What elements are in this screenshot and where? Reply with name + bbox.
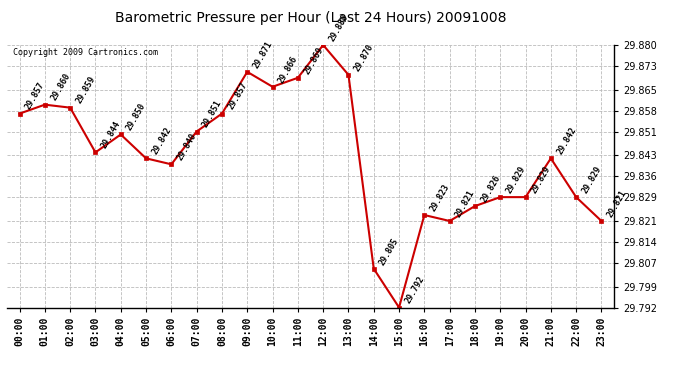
Text: 29.805: 29.805	[378, 236, 401, 267]
Text: 29.829: 29.829	[580, 165, 603, 195]
Text: 29.870: 29.870	[353, 42, 375, 73]
Text: 29.792: 29.792	[403, 275, 426, 305]
Text: 29.860: 29.860	[49, 72, 72, 102]
Text: 29.844: 29.844	[99, 120, 122, 150]
Text: Copyright 2009 Cartronics.com: Copyright 2009 Cartronics.com	[13, 48, 158, 57]
Text: 29.826: 29.826	[479, 173, 502, 204]
Text: 29.823: 29.823	[428, 182, 451, 213]
Text: 29.850: 29.850	[125, 102, 148, 132]
Text: 29.842: 29.842	[555, 126, 578, 156]
Text: 29.857: 29.857	[23, 81, 46, 111]
Text: 29.857: 29.857	[226, 81, 249, 111]
Text: Barometric Pressure per Hour (Last 24 Hours) 20091008: Barometric Pressure per Hour (Last 24 Ho…	[115, 11, 506, 25]
Text: 29.840: 29.840	[175, 132, 198, 162]
Text: 29.871: 29.871	[251, 39, 274, 70]
Text: 29.842: 29.842	[150, 126, 173, 156]
Text: 29.851: 29.851	[201, 99, 224, 129]
Text: 29.880: 29.880	[327, 12, 350, 43]
Text: 29.821: 29.821	[454, 188, 477, 219]
Text: 29.821: 29.821	[606, 188, 629, 219]
Text: 29.866: 29.866	[277, 54, 299, 85]
Text: 29.829: 29.829	[504, 165, 527, 195]
Text: 29.829: 29.829	[530, 165, 553, 195]
Text: 29.859: 29.859	[75, 75, 97, 105]
Text: 29.869: 29.869	[302, 45, 325, 76]
